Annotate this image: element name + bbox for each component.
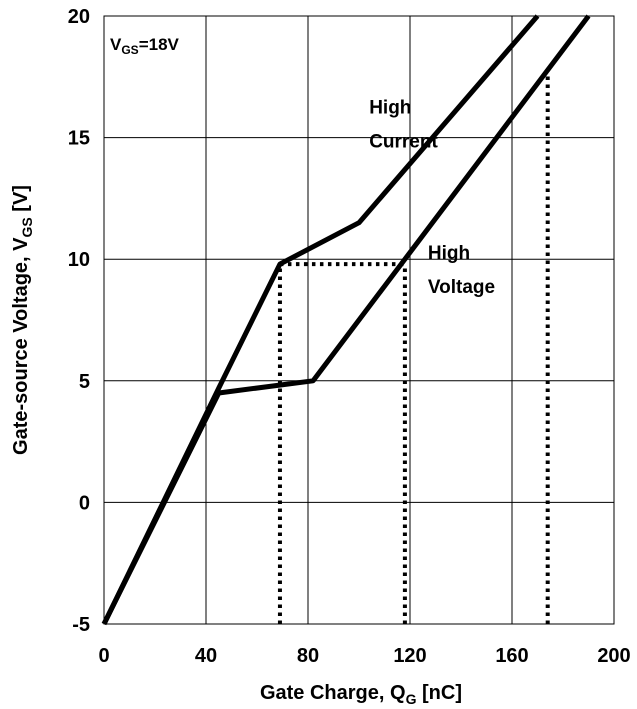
series-line-high-voltage [101, 14, 591, 626]
y-axis-label: Gate-source Voltage, VGS [V] [10, 185, 35, 455]
annotations: High Current High Voltage [369, 97, 495, 298]
vgs-note-sub: GS [121, 43, 138, 57]
vgs-note-prefix: V [110, 35, 122, 54]
x-axis-label-unit: [nC] [416, 682, 462, 704]
reference-lines [277, 71, 550, 624]
x-tick-label: 80 [297, 645, 319, 667]
y-axis-label-unit: [V] [10, 185, 32, 217]
vgs-note-suffix: =18V [139, 35, 180, 54]
x-tick-label: 200 [597, 645, 630, 667]
x-axis-label-sub: G [406, 691, 417, 707]
y-tick-labels: -5 0 5 10 15 20 [68, 6, 90, 636]
x-axis-label-main: Gate Charge, Q [260, 682, 406, 704]
y-tick-label: 10 [68, 249, 90, 271]
x-tick-label: 0 [98, 645, 109, 667]
x-axis-label: Gate Charge, QG [nC] [260, 682, 462, 707]
x-tick-label: 160 [495, 645, 528, 667]
annotation-line: Voltage [428, 277, 495, 298]
y-tick-label: 20 [68, 6, 90, 28]
y-tick-label: 5 [79, 371, 90, 393]
annotation-line: Current [369, 131, 438, 152]
y-tick-label: 0 [79, 492, 90, 514]
plot-frame [103, 15, 615, 625]
series-line-high-current [101, 14, 540, 626]
y-tick-label: -5 [72, 614, 90, 636]
annotation-line: High [369, 97, 411, 118]
x-tick-label: 40 [195, 645, 217, 667]
x-tick-labels: 0 40 80 120 160 200 [98, 645, 630, 667]
annotation-line: High [428, 243, 470, 264]
plot-area-border [103, 15, 615, 625]
y-axis-label-sub: GS [19, 217, 35, 237]
x-tick-label: 120 [393, 645, 426, 667]
series-lines [101, 14, 591, 626]
annotation-high-voltage: High Voltage [428, 243, 495, 298]
annotation-high-current: High Current [369, 97, 438, 152]
vgs-note: VGS=18V [110, 35, 180, 57]
y-tick-label: 15 [68, 128, 90, 150]
y-axis-label-main: Gate-source Voltage, V [10, 237, 32, 455]
